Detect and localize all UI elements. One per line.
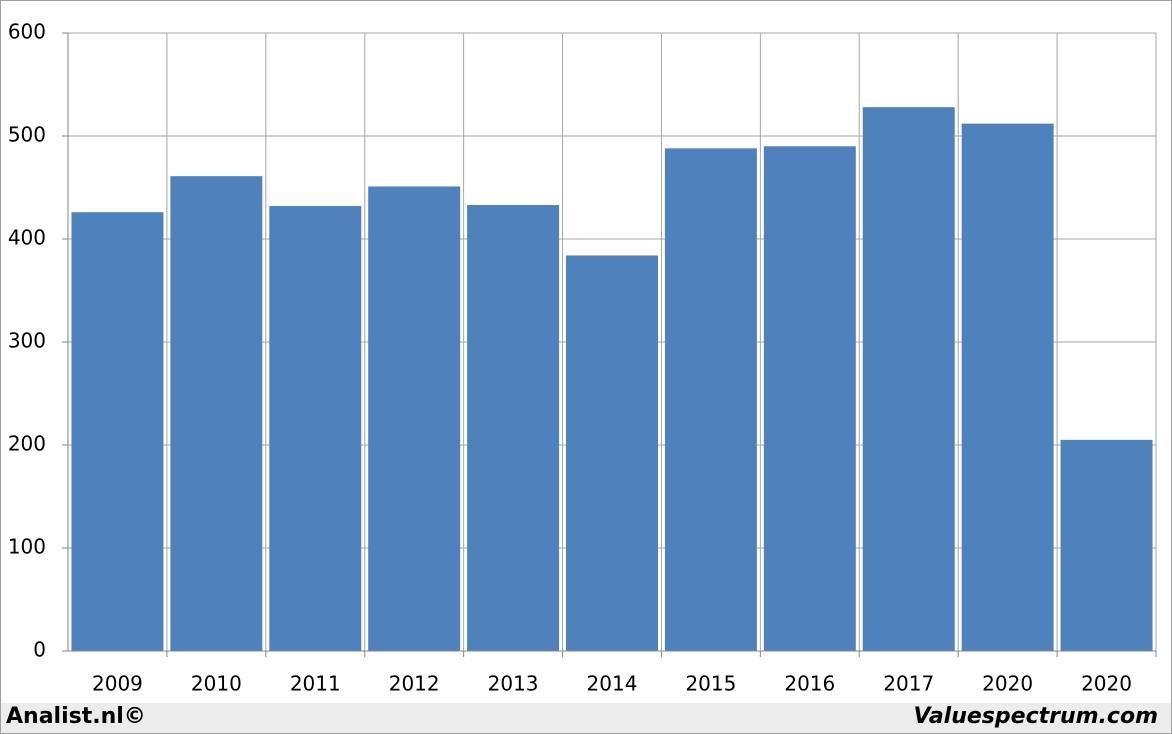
x-tick-label: 2020 <box>1081 672 1132 696</box>
bar <box>467 205 560 651</box>
x-tick-label: 2017 <box>883 672 934 696</box>
bar <box>170 176 263 652</box>
y-tick-label: 200 <box>8 432 46 456</box>
bar <box>664 148 757 652</box>
bar <box>763 146 856 652</box>
bar <box>961 123 1054 651</box>
bar <box>862 107 955 651</box>
bar <box>566 255 658 652</box>
y-tick-label: 400 <box>8 226 46 250</box>
footer-strip <box>1 703 1171 733</box>
x-tick-label: 2016 <box>784 672 835 696</box>
x-tick-label: 2020 <box>982 672 1033 696</box>
bar <box>71 212 164 651</box>
bar <box>1060 439 1153 651</box>
x-tick-label: 2013 <box>488 672 539 696</box>
x-tick-label: 2009 <box>92 672 143 696</box>
y-tick-label: 300 <box>8 329 46 353</box>
x-tick-label: 2014 <box>587 672 638 696</box>
y-tick-label: 600 <box>8 20 46 44</box>
bar <box>368 186 461 651</box>
y-tick-label: 0 <box>33 638 46 662</box>
x-tick-label: 2015 <box>685 672 736 696</box>
y-tick-label: 500 <box>8 123 46 147</box>
bar <box>269 206 362 652</box>
x-tick-label: 2010 <box>191 672 242 696</box>
footer-right: Valuespectrum.com <box>914 704 1158 729</box>
footer-left: Analist.nl© <box>6 704 146 729</box>
x-tick-label: 2011 <box>290 672 341 696</box>
y-tick-label: 100 <box>8 535 46 559</box>
x-tick-label: 2012 <box>389 672 440 696</box>
